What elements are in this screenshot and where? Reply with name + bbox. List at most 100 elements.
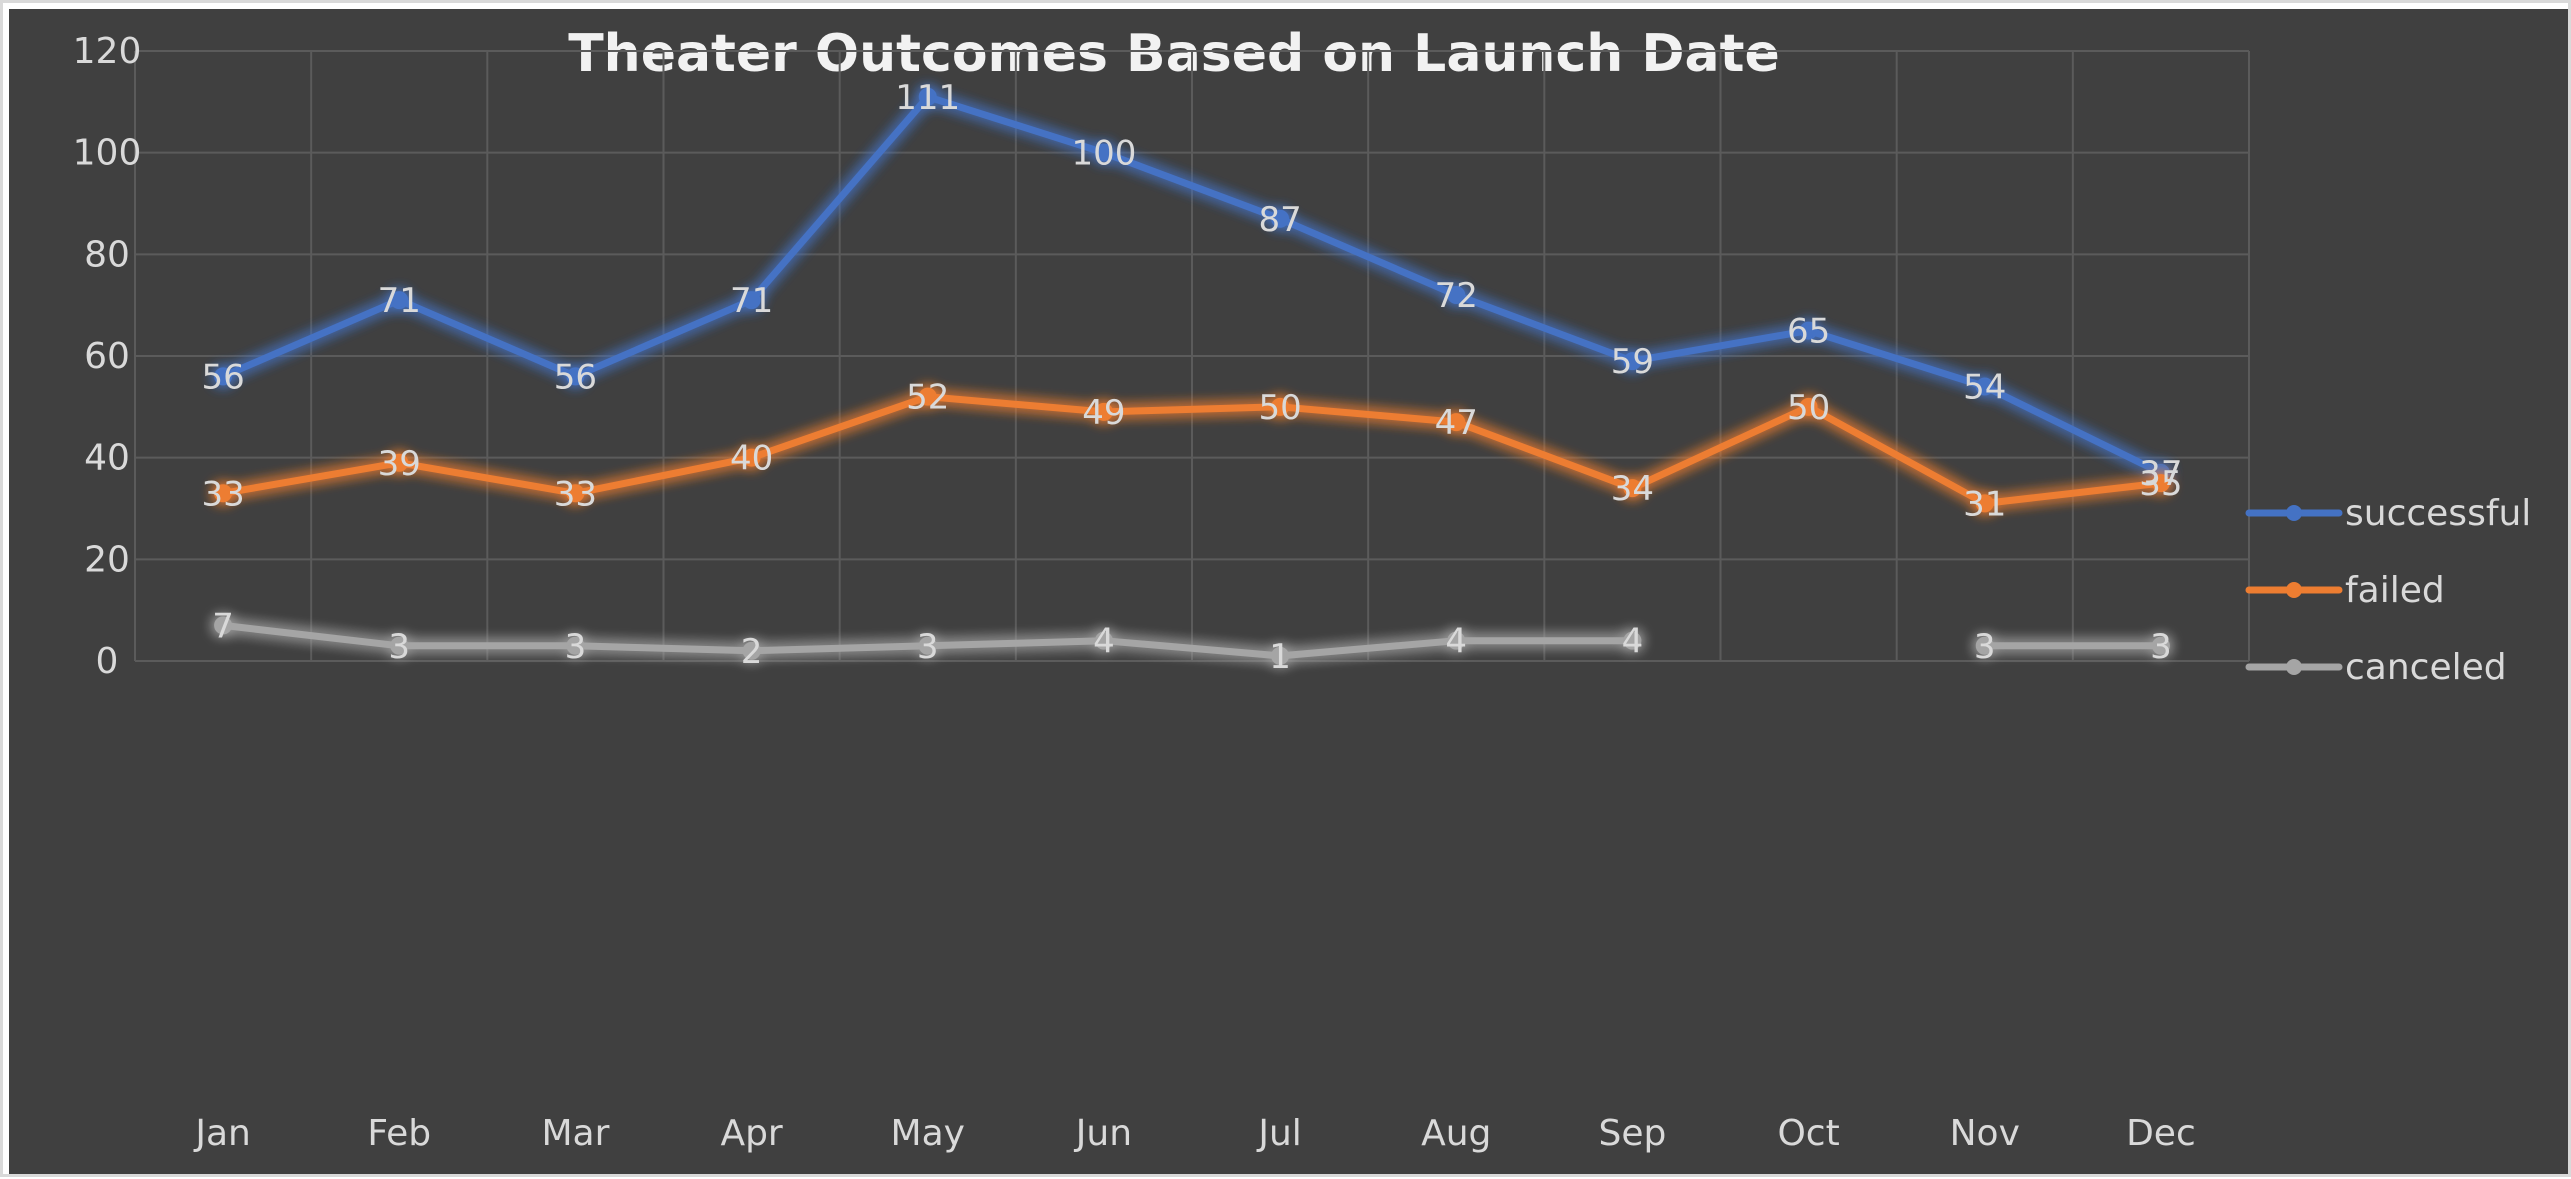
data-point-successful (742, 291, 761, 310)
data-label-failed: 50 (1787, 388, 1830, 428)
x-tick-label: Nov (1950, 1113, 2020, 1154)
data-label-failed: 33 (554, 474, 597, 514)
data-label-successful: 65 (1787, 312, 1830, 352)
data-label-successful: 56 (201, 357, 244, 397)
data-point-canceled (1623, 631, 1642, 650)
data-point-failed (2151, 474, 2170, 493)
x-tick-label: Dec (2126, 1113, 2196, 1154)
legend: successful failed canceled (2245, 493, 2531, 688)
x-tick-label: Jan (193, 1113, 251, 1154)
series-layer (214, 87, 2170, 665)
data-point-successful (918, 87, 937, 106)
data-label-canceled: 3 (917, 627, 939, 667)
data-point-successful (214, 367, 233, 386)
data-label-canceled: 3 (388, 627, 410, 667)
gridlines (134, 50, 2250, 662)
data-point-successful (1094, 143, 1113, 162)
legend-item-successful: successful (2245, 493, 2531, 534)
data-label-successful: 54 (1963, 368, 2006, 408)
chart-title: Theater Outcomes Based on Launch Date (568, 24, 1780, 84)
data-point-failed (1623, 479, 1642, 498)
data-label-failed: 50 (1258, 388, 1301, 428)
data-point-successful (1623, 352, 1642, 371)
data-label-successful: 59 (1611, 342, 1654, 382)
legend-item-failed: failed (2245, 570, 2445, 611)
legend-marker-successful (2286, 505, 2302, 521)
legend-label-canceled: canceled (2345, 647, 2507, 688)
legend-marker-failed (2286, 582, 2302, 598)
data-label-canceled: 2 (741, 632, 763, 672)
data-point-successful (390, 291, 409, 310)
x-tick-label: Oct (1777, 1113, 1839, 1154)
data-label-failed: 47 (1435, 403, 1478, 443)
series-line-failed (219, 393, 2165, 507)
data-label-failed: 40 (730, 439, 773, 479)
y-tick-label: 60 (84, 336, 130, 377)
data-point-canceled (742, 641, 761, 660)
x-tick-label: Jul (1256, 1113, 1301, 1154)
data-label-successful: 37 (2139, 454, 2182, 494)
data-point-canceled (1447, 631, 1466, 650)
axes: 0 20 40 60 80 100 120 Jan Feb Mar Apr May Jun Jul Aug S… (73, 31, 2196, 1154)
legend-label-successful: successful (2345, 493, 2531, 534)
y-tick-label: 40 (84, 438, 130, 479)
series-successful (214, 87, 2170, 482)
data-label-canceled: 4 (1445, 622, 1467, 662)
data-label-failed: 34 (1611, 469, 1654, 509)
x-tick-label: Aug (1421, 1113, 1491, 1154)
data-point-successful (1975, 377, 1994, 396)
data-point-canceled (1271, 646, 1290, 665)
data-label-canceled: 4 (1093, 622, 1115, 662)
x-tick-label: Sep (1598, 1113, 1666, 1154)
series-canceled (214, 616, 2170, 665)
y-tick-label: 80 (84, 234, 130, 275)
data-label-successful: 56 (554, 357, 597, 397)
data-point-canceled (1975, 636, 1994, 655)
data-label-failed: 35 (2139, 464, 2182, 504)
legend-marker-canceled (2286, 659, 2302, 675)
data-point-canceled (214, 616, 233, 635)
data-point-successful (1447, 286, 1466, 304)
x-tick-label: May (891, 1113, 965, 1154)
data-label-canceled: 3 (2150, 627, 2172, 667)
data-label-canceled: 3 (1974, 627, 1996, 667)
data-point-successful (566, 367, 585, 386)
data-label-successful: 71 (730, 281, 773, 321)
data-point-canceled (2151, 636, 2170, 655)
data-point-successful (1271, 209, 1290, 228)
legend-item-canceled: canceled (2245, 647, 2507, 688)
data-point-failed (1447, 413, 1466, 432)
data-point-failed (742, 448, 761, 467)
data-point-canceled (1094, 631, 1113, 650)
data-label-canceled: 7 (212, 606, 234, 646)
data-point-successful (1799, 321, 1818, 340)
x-tick-label: Feb (367, 1113, 431, 1154)
data-point-canceled (566, 636, 585, 655)
data-point-failed (1975, 494, 1994, 513)
x-tick-label: Apr (720, 1113, 782, 1154)
line-chart: Theater Outcomes Based on Launch Date 0 2… (73, 24, 2532, 1154)
data-point-failed (390, 453, 409, 472)
data-label-failed: 39 (378, 444, 421, 484)
chart-area: Theater Outcomes Based on Launch Date 0 2… (9, 9, 2568, 1174)
data-point-canceled (918, 636, 937, 655)
series-line-successful (219, 93, 2165, 477)
x-tick-label: Mar (541, 1113, 609, 1154)
y-tick-label: 120 (73, 31, 142, 72)
data-point-failed (1271, 397, 1290, 416)
data-label-successful: 111 (895, 78, 960, 118)
data-point-canceled (390, 636, 409, 655)
data-label-failed: 31 (1963, 484, 2006, 524)
data-label-successful: 100 (1071, 134, 1136, 174)
series-failed (214, 387, 2170, 513)
data-label-failed: 52 (906, 378, 949, 418)
x-tick-label: Jun (1074, 1113, 1132, 1154)
data-label-failed: 33 (201, 474, 244, 514)
data-label-canceled: 1 (1269, 637, 1291, 677)
data-label-failed: 49 (1082, 393, 1125, 433)
data-point-failed (1799, 397, 1818, 416)
data-label-canceled: 4 (1622, 622, 1644, 662)
data-point-failed (214, 484, 233, 503)
